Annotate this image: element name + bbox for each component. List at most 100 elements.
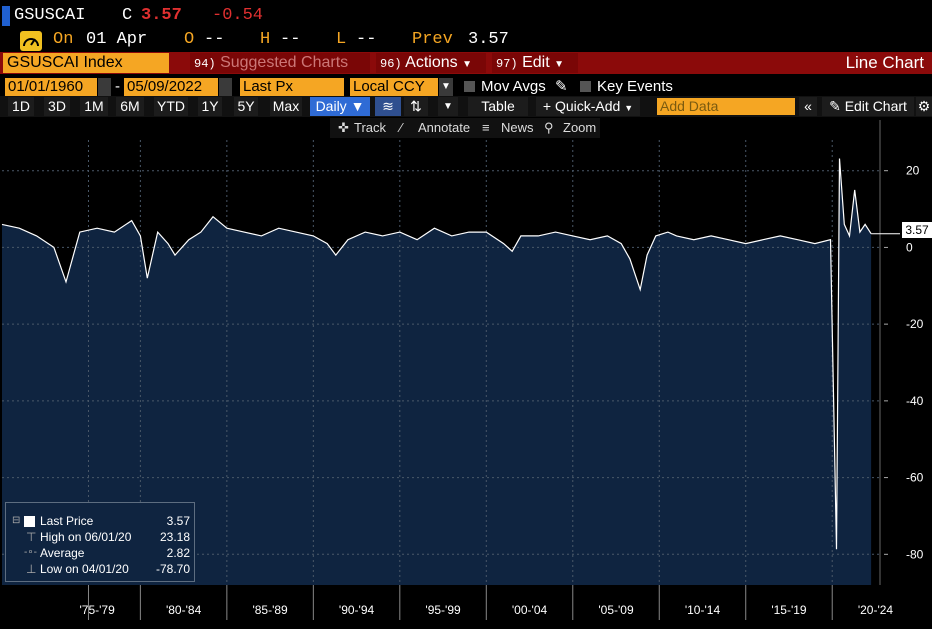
y-tick-label: -60 [906,471,924,485]
high-value: -- [280,30,301,49]
annotate-button[interactable]: Annotate [418,120,471,135]
close-value: 3.57 [141,6,182,25]
legend-high-value: 23.18 [159,530,190,544]
frequency-select[interactable]: Daily ▼ [310,97,370,116]
chart-legend: ⊟ Last Price 3.57 ⊤ High on 06/01/20 23.… [5,502,195,582]
x-tick-label: '10-'14 [685,603,721,617]
x-tick-label: '15-'19 [771,603,807,617]
y-tick-label: -40 [906,394,924,408]
news-button[interactable]: News [501,120,534,135]
settings-gear-icon[interactable]: ⚙ [916,97,932,116]
mov-avgs-checkbox[interactable] [464,81,475,92]
edit-label: Edit [522,54,550,71]
add-data-input[interactable]: Add Data [657,98,795,115]
y-tick-label: 20 [906,164,920,178]
x-tick-label: '90-'94 [339,603,375,617]
zoom-button[interactable]: Zoom [563,120,597,135]
field-select[interactable]: Last Px [240,78,344,96]
quote-date: 01 Apr [86,30,148,49]
high-marker-icon: ⊤ [26,530,37,544]
edit-chart-button[interactable]: ✎ Edit Chart [822,97,914,116]
track-button[interactable]: Track [354,120,387,135]
legend-collapse-icon[interactable]: ⊟ [12,515,21,526]
low-value: -- [356,30,377,49]
security-field[interactable]: GSUSCAI Index [3,53,169,73]
legend-low-label: Low on 04/01/20 [40,562,129,576]
period-max-button[interactable]: Max [270,97,302,116]
actions-button[interactable]: 96) Actions ▼ [376,53,486,73]
quick-add-button[interactable]: + Quick-Add ▼ [536,97,640,116]
actions-number: 96) [380,57,402,71]
quick-add-caret-icon: ▼ [624,103,634,113]
prev-value: 3.57 [468,30,509,49]
legend-high-label: High on 06/01/20 [40,530,132,544]
mov-avgs-label: Mov Avgs [481,78,546,95]
series-area [2,158,872,585]
last-value-tag: 3.57 [902,222,932,238]
legend-low-value: -78.70 [155,562,190,576]
range-toolbar: 01/01/1960 - 05/09/2022 Last Px Local CC… [0,77,932,97]
edit-chart-label: Edit Chart [844,98,907,114]
date-separator: - [115,78,120,95]
currency-select[interactable]: Local CCY [350,78,438,96]
low-marker-icon: ⊥ [26,562,37,576]
end-calendar-icon[interactable] [219,78,232,96]
actions-caret-icon: ▼ [462,59,472,70]
suggested-charts-label: Suggested Charts [220,54,349,71]
x-tick-label: '80-'84 [166,603,202,617]
period-1d-button[interactable]: 1D [8,97,34,116]
key-events-label: Key Events [597,78,673,95]
currency-dropdown-icon[interactable]: ▼ [439,78,453,96]
ticker-marker [2,6,10,26]
suggested-charts-button[interactable]: 94) Suggested Charts [190,53,370,73]
start-calendar-icon[interactable] [98,78,111,96]
function-toolbar: GSUSCAI Index 94) Suggested Charts 96) A… [0,52,932,74]
prev-label: Prev [412,30,453,49]
legend-last-value: 3.57 [166,514,190,528]
collapse-icon[interactable]: « [799,97,817,116]
start-date-input[interactable]: 01/01/1960 [5,78,97,96]
legend-last-label: Last Price [40,514,94,528]
period-3d-button[interactable]: 3D [44,97,70,116]
ticker[interactable]: GSUSCAI [14,6,86,25]
period-5y-button[interactable]: 5Y [234,97,258,116]
bar-style-icon[interactable]: ⇅ [404,97,428,116]
chart-type-label: Line Chart [845,53,924,72]
y-tick-label: 0 [906,240,913,254]
x-tick-label: '95-'99 [425,603,461,617]
high-label: H [260,30,271,49]
line-style-icon[interactable]: ≋ [375,97,401,116]
suggested-charts-number: 94) [194,57,216,71]
news-icon: ≡ [482,120,490,135]
period-ytd-button[interactable]: YTD [154,97,188,116]
on-label: On [53,30,74,49]
style-dropdown-icon[interactable]: ▼ [438,97,458,116]
edit-button[interactable]: 97) Edit ▼ [492,53,578,73]
y-tick-label: -80 [906,547,924,561]
period-1m-button[interactable]: 1M [80,97,108,116]
average-marker-icon: -∘- [24,547,37,558]
end-date-input[interactable]: 05/09/2022 [124,78,218,96]
period-1y-button[interactable]: 1Y [198,97,222,116]
x-tick-label: '05-'09 [598,603,634,617]
x-tick-label: '75-'79 [79,603,115,617]
pencil-icon[interactable]: ✎ [555,78,568,95]
key-events-checkbox[interactable] [580,81,591,92]
legend-avg-value: 2.82 [166,546,190,560]
chart-tools: ✜ Track ∕ Annotate ≡ News ⚲ Zoom [330,118,600,138]
change-value: -0.54 [212,6,264,25]
period-toolbar: 1D 3D 1M 6M YTD 1Y 5Y Max Daily ▼ ≋ ⇅ ▼ … [0,96,932,117]
ohlc-row: On 01 Apr O -- H -- L -- Prev 3.57 [0,28,932,52]
period-6m-button[interactable]: 6M [116,97,144,116]
table-button[interactable]: Table [468,97,528,116]
x-tick-label: '85-'89 [252,603,288,617]
x-tick-label: '20-'24 [858,603,894,617]
quote-header: GSUSCAI C 3.57 -0.54 [0,4,932,28]
open-label: O [184,30,195,49]
actions-label: Actions [405,54,458,71]
low-label: L [336,30,347,49]
speedometer-icon[interactable] [20,31,42,51]
legend-swatch [24,516,35,527]
series-line [1,158,872,550]
